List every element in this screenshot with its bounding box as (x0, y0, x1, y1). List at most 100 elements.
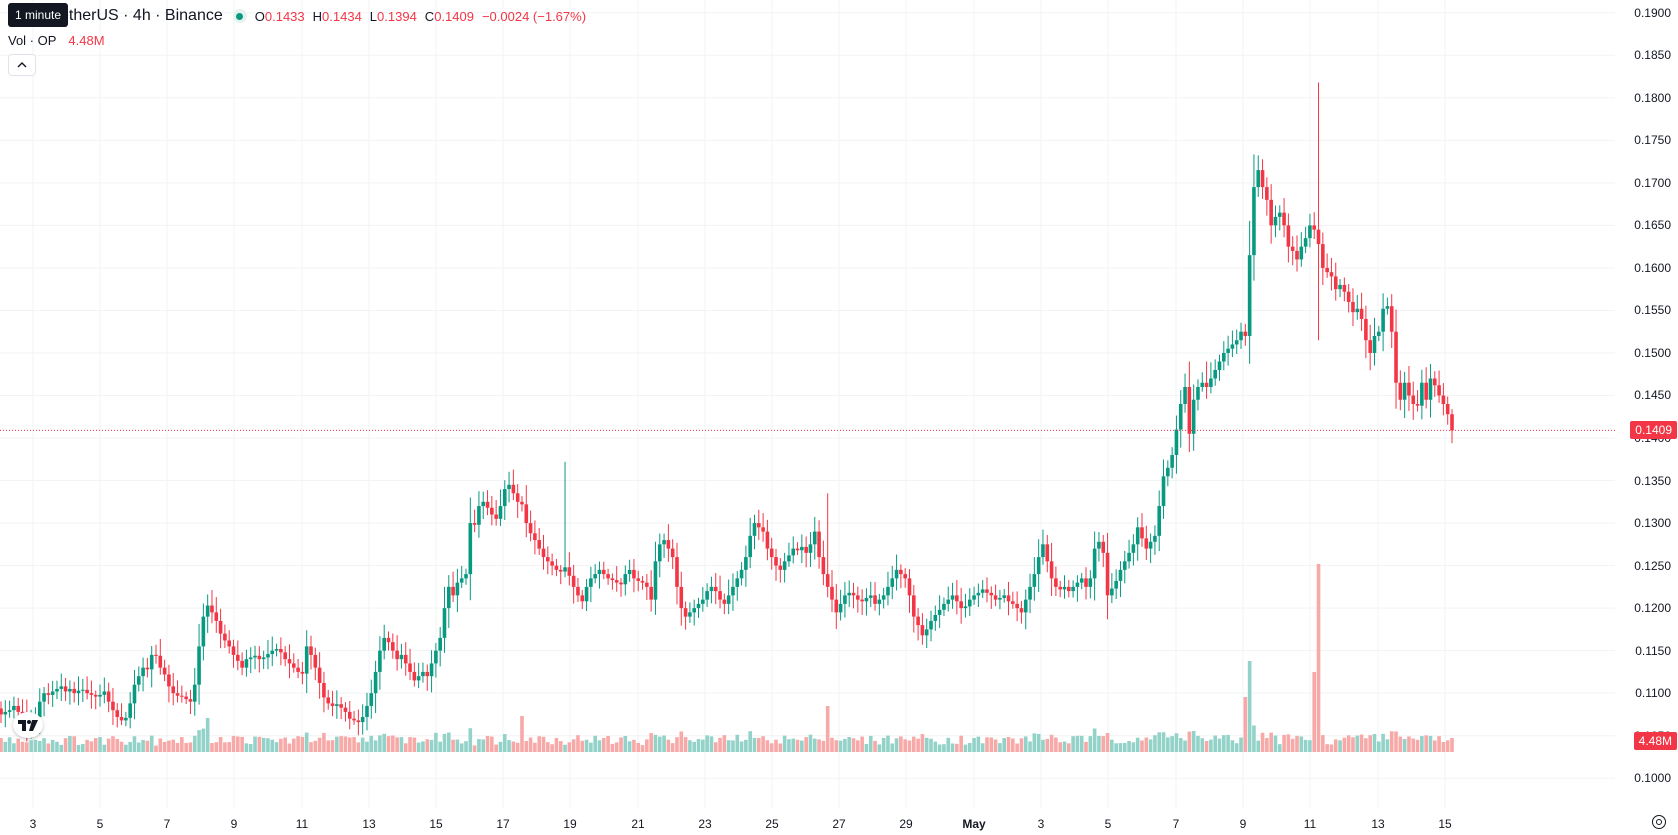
volume-bar (149, 735, 154, 752)
open-key: O (254, 8, 265, 24)
candle-body (554, 565, 559, 570)
volume-bar (1333, 739, 1338, 752)
candle-body (1381, 308, 1385, 332)
price-axis[interactable]: 0.1900 0.1850 0.1800 0.1750 0.1700 0.1650 0.16… (1615, 0, 1678, 808)
volume-bar (752, 737, 757, 752)
time-axis[interactable]: 3 5 7 9 11 13 15 17 19 21 23 25 27 29 May 3 5 7 9 11 13 15 (0, 808, 1615, 835)
settings-icon[interactable] (1652, 815, 1666, 829)
candle-body (386, 637, 391, 643)
high-key: H (312, 8, 323, 24)
volume-bar (537, 736, 542, 752)
candle-body (830, 586, 834, 600)
candle-body (881, 595, 886, 600)
candle-body (1407, 382, 1411, 396)
volume-bar (382, 733, 387, 752)
volume-bar (1178, 738, 1183, 752)
volume-bar (937, 744, 942, 752)
candle-body (227, 640, 231, 647)
candle-body (937, 609, 942, 615)
candle-body (769, 548, 774, 558)
candle-body (304, 646, 309, 674)
volume-bar (825, 706, 830, 752)
candle-body (1389, 306, 1394, 332)
volume-bar (933, 741, 938, 752)
volume-bar (1381, 733, 1385, 752)
volume-bar (1049, 734, 1054, 752)
volume-bar (1273, 735, 1278, 752)
candle-body (576, 586, 580, 596)
volume-bar (391, 735, 395, 752)
volume-bar (403, 743, 408, 752)
candle-body (1450, 414, 1454, 431)
candle-body (1213, 369, 1217, 379)
time-tick-label: 13 (362, 817, 376, 831)
candle-body (1178, 404, 1183, 430)
volume-bar (744, 739, 748, 752)
volume-bar (894, 738, 899, 752)
volume-bar (266, 738, 270, 752)
volume-bar (50, 739, 55, 752)
candle-body (851, 592, 856, 596)
candle-body (343, 707, 348, 712)
candle-body (42, 693, 46, 702)
candle-body (920, 625, 925, 636)
chart-plot-area[interactable] (0, 0, 1615, 808)
candle-body (236, 654, 240, 661)
candle-body (210, 605, 214, 613)
volume-bar (584, 739, 589, 752)
candle-body (998, 597, 1002, 600)
volume-bar (873, 740, 877, 752)
price-tick-label: 0.1850 (1634, 48, 1671, 63)
volume-bar (1226, 734, 1230, 752)
time-tick-label: 11 (295, 817, 309, 831)
tradingview-logo-icon[interactable] (13, 712, 43, 738)
candle-body (171, 686, 176, 694)
volume-bar (1079, 735, 1084, 752)
symbol-title[interactable]: etherUS · 4h · Binance (60, 7, 223, 24)
candle-body (296, 667, 300, 672)
candle-body (1368, 340, 1372, 353)
volume-bar (3, 741, 8, 752)
candle-body (1170, 455, 1174, 468)
volume-bar (119, 741, 124, 752)
chart-canvas[interactable] (0, 0, 1615, 808)
candle-body (98, 694, 102, 697)
candle-body (989, 592, 994, 596)
collapse-legend-button[interactable] (8, 54, 36, 76)
volume-bar (231, 735, 236, 752)
candle-body (1084, 578, 1088, 587)
volume-bar (1329, 744, 1334, 752)
candle-body (1299, 246, 1304, 260)
candle-body (1032, 574, 1037, 587)
candle-body (0, 708, 3, 715)
volume-bar (1157, 732, 1162, 752)
volume-bar (1282, 734, 1286, 752)
volume-indicator-value: 4.48M (68, 32, 105, 48)
candle-body (322, 682, 326, 698)
volume-bar (649, 733, 653, 752)
volume-bar (1036, 733, 1041, 752)
candle-body (515, 493, 520, 502)
volume-bar (903, 739, 907, 752)
candle-body (782, 561, 787, 570)
candle-body (580, 595, 585, 602)
volume-indicator-label[interactable]: Vol · OP (8, 32, 57, 48)
candle-body (85, 689, 89, 694)
candle-body (149, 654, 154, 670)
volume-bar (386, 736, 391, 752)
volume-bar (343, 736, 348, 752)
time-tick-label: 25 (765, 817, 779, 831)
volume-bar (1032, 733, 1037, 752)
candle-body (111, 701, 115, 711)
candle-body (106, 691, 111, 702)
market-status-icon[interactable] (232, 9, 247, 23)
candle-body (1114, 580, 1118, 589)
volume-bar (365, 741, 369, 752)
volume-bar (976, 736, 981, 752)
price-tick-label: 0.1250 (1634, 558, 1671, 573)
low-value: 0.1394 (377, 8, 417, 24)
volume-bar (102, 744, 107, 752)
volume-bar (645, 739, 649, 752)
time-tick-label: 3 (29, 817, 37, 831)
candle-body (662, 540, 666, 545)
